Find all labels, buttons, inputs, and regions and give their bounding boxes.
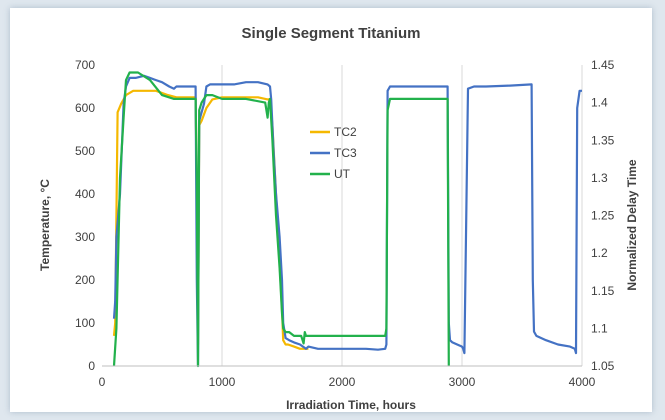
y2-tick-label: 1.05 [591,359,615,373]
y-axis-ticks: 0 100 200 300 400 500 600 700 [75,58,95,373]
x-tick-label: 3000 [449,375,476,389]
y2-tick-label: 1.35 [591,133,615,147]
y2-axis-ticks: 1.05 1.1 1.15 1.2 1.25 1.3 1.35 1.4 1.45 [591,58,615,373]
y2-tick-label: 1.3 [591,171,608,185]
y-tick-label: 100 [75,316,95,330]
x-tick-label: 4000 [569,375,596,389]
x-axis-ticks: 0 1000 2000 3000 4000 [99,375,596,389]
y2-tick-label: 1.1 [591,321,608,335]
y-axis-label: Temperature, °C [38,179,52,271]
y2-tick-label: 1.2 [591,246,608,260]
chart-title: Single Segment Titanium [242,25,421,42]
y2-tick-label: 1.45 [591,58,615,72]
legend: TC2 TC3 UT [310,125,357,181]
y-tick-label: 300 [75,230,95,244]
series-line-ut [112,71,450,368]
y2-tick-label: 1.25 [591,209,615,223]
series-line-tc2 [112,89,309,350]
chart-frame: Single Segment Titanium 0 1000 2000 3000 400… [10,8,652,412]
y2-tick-label: 1.15 [591,284,615,298]
x-axis-label: Irradiation Time, hours [286,398,416,412]
y-tick-label: 600 [75,101,95,115]
y-tick-label: 500 [75,144,95,158]
legend-label-tc3: TC3 [334,146,357,160]
x-tick-label: 0 [99,375,106,389]
series-line-tc3 [112,74,582,368]
y-tick-label: 700 [75,58,95,72]
y-tick-label: 200 [75,273,95,287]
x-tick-label: 1000 [209,375,236,389]
series-layer [112,71,582,368]
legend-label-tc2: TC2 [334,125,357,139]
grid-lines [221,65,583,366]
x-tick-label: 2000 [329,375,356,389]
legend-label-ut: UT [334,167,351,181]
chart-canvas: Single Segment Titanium 0 1000 2000 3000 400… [38,25,639,412]
y-tick-label: 0 [88,359,95,373]
y-tick-label: 400 [75,187,95,201]
y2-axis-label: Normalized Delay Time [625,159,639,290]
y2-tick-label: 1.4 [591,96,608,110]
